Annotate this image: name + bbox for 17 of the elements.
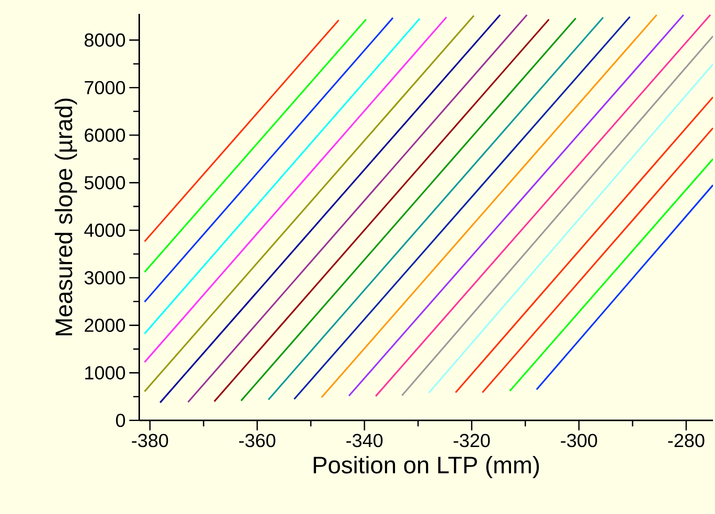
y-tick-label: 7000 <box>84 80 126 94</box>
x-tick-label: -280 <box>668 434 704 448</box>
y-tick-label: 6000 <box>84 128 126 142</box>
x-tick-label: -360 <box>239 434 276 448</box>
y-tick-label: 8000 <box>84 33 126 47</box>
x-tick-label: -320 <box>454 434 490 448</box>
y-axis-title: Measured slope (µrad) <box>54 98 78 336</box>
y-tick-label: 0 <box>116 414 126 428</box>
y-tick-label: 2000 <box>84 318 126 332</box>
x-tick-label: -300 <box>560 434 598 448</box>
x-tick-label: -380 <box>132 434 168 448</box>
x-axis-title: Position on LTP (mm) <box>314 456 539 478</box>
y-tick-label: 1000 <box>85 366 126 380</box>
y-tick-label: 3000 <box>84 271 126 284</box>
y-tick-label: 4000 <box>84 224 126 237</box>
x-tick-label: -340 <box>346 434 383 448</box>
y-tick-label: 5000 <box>84 176 126 190</box>
